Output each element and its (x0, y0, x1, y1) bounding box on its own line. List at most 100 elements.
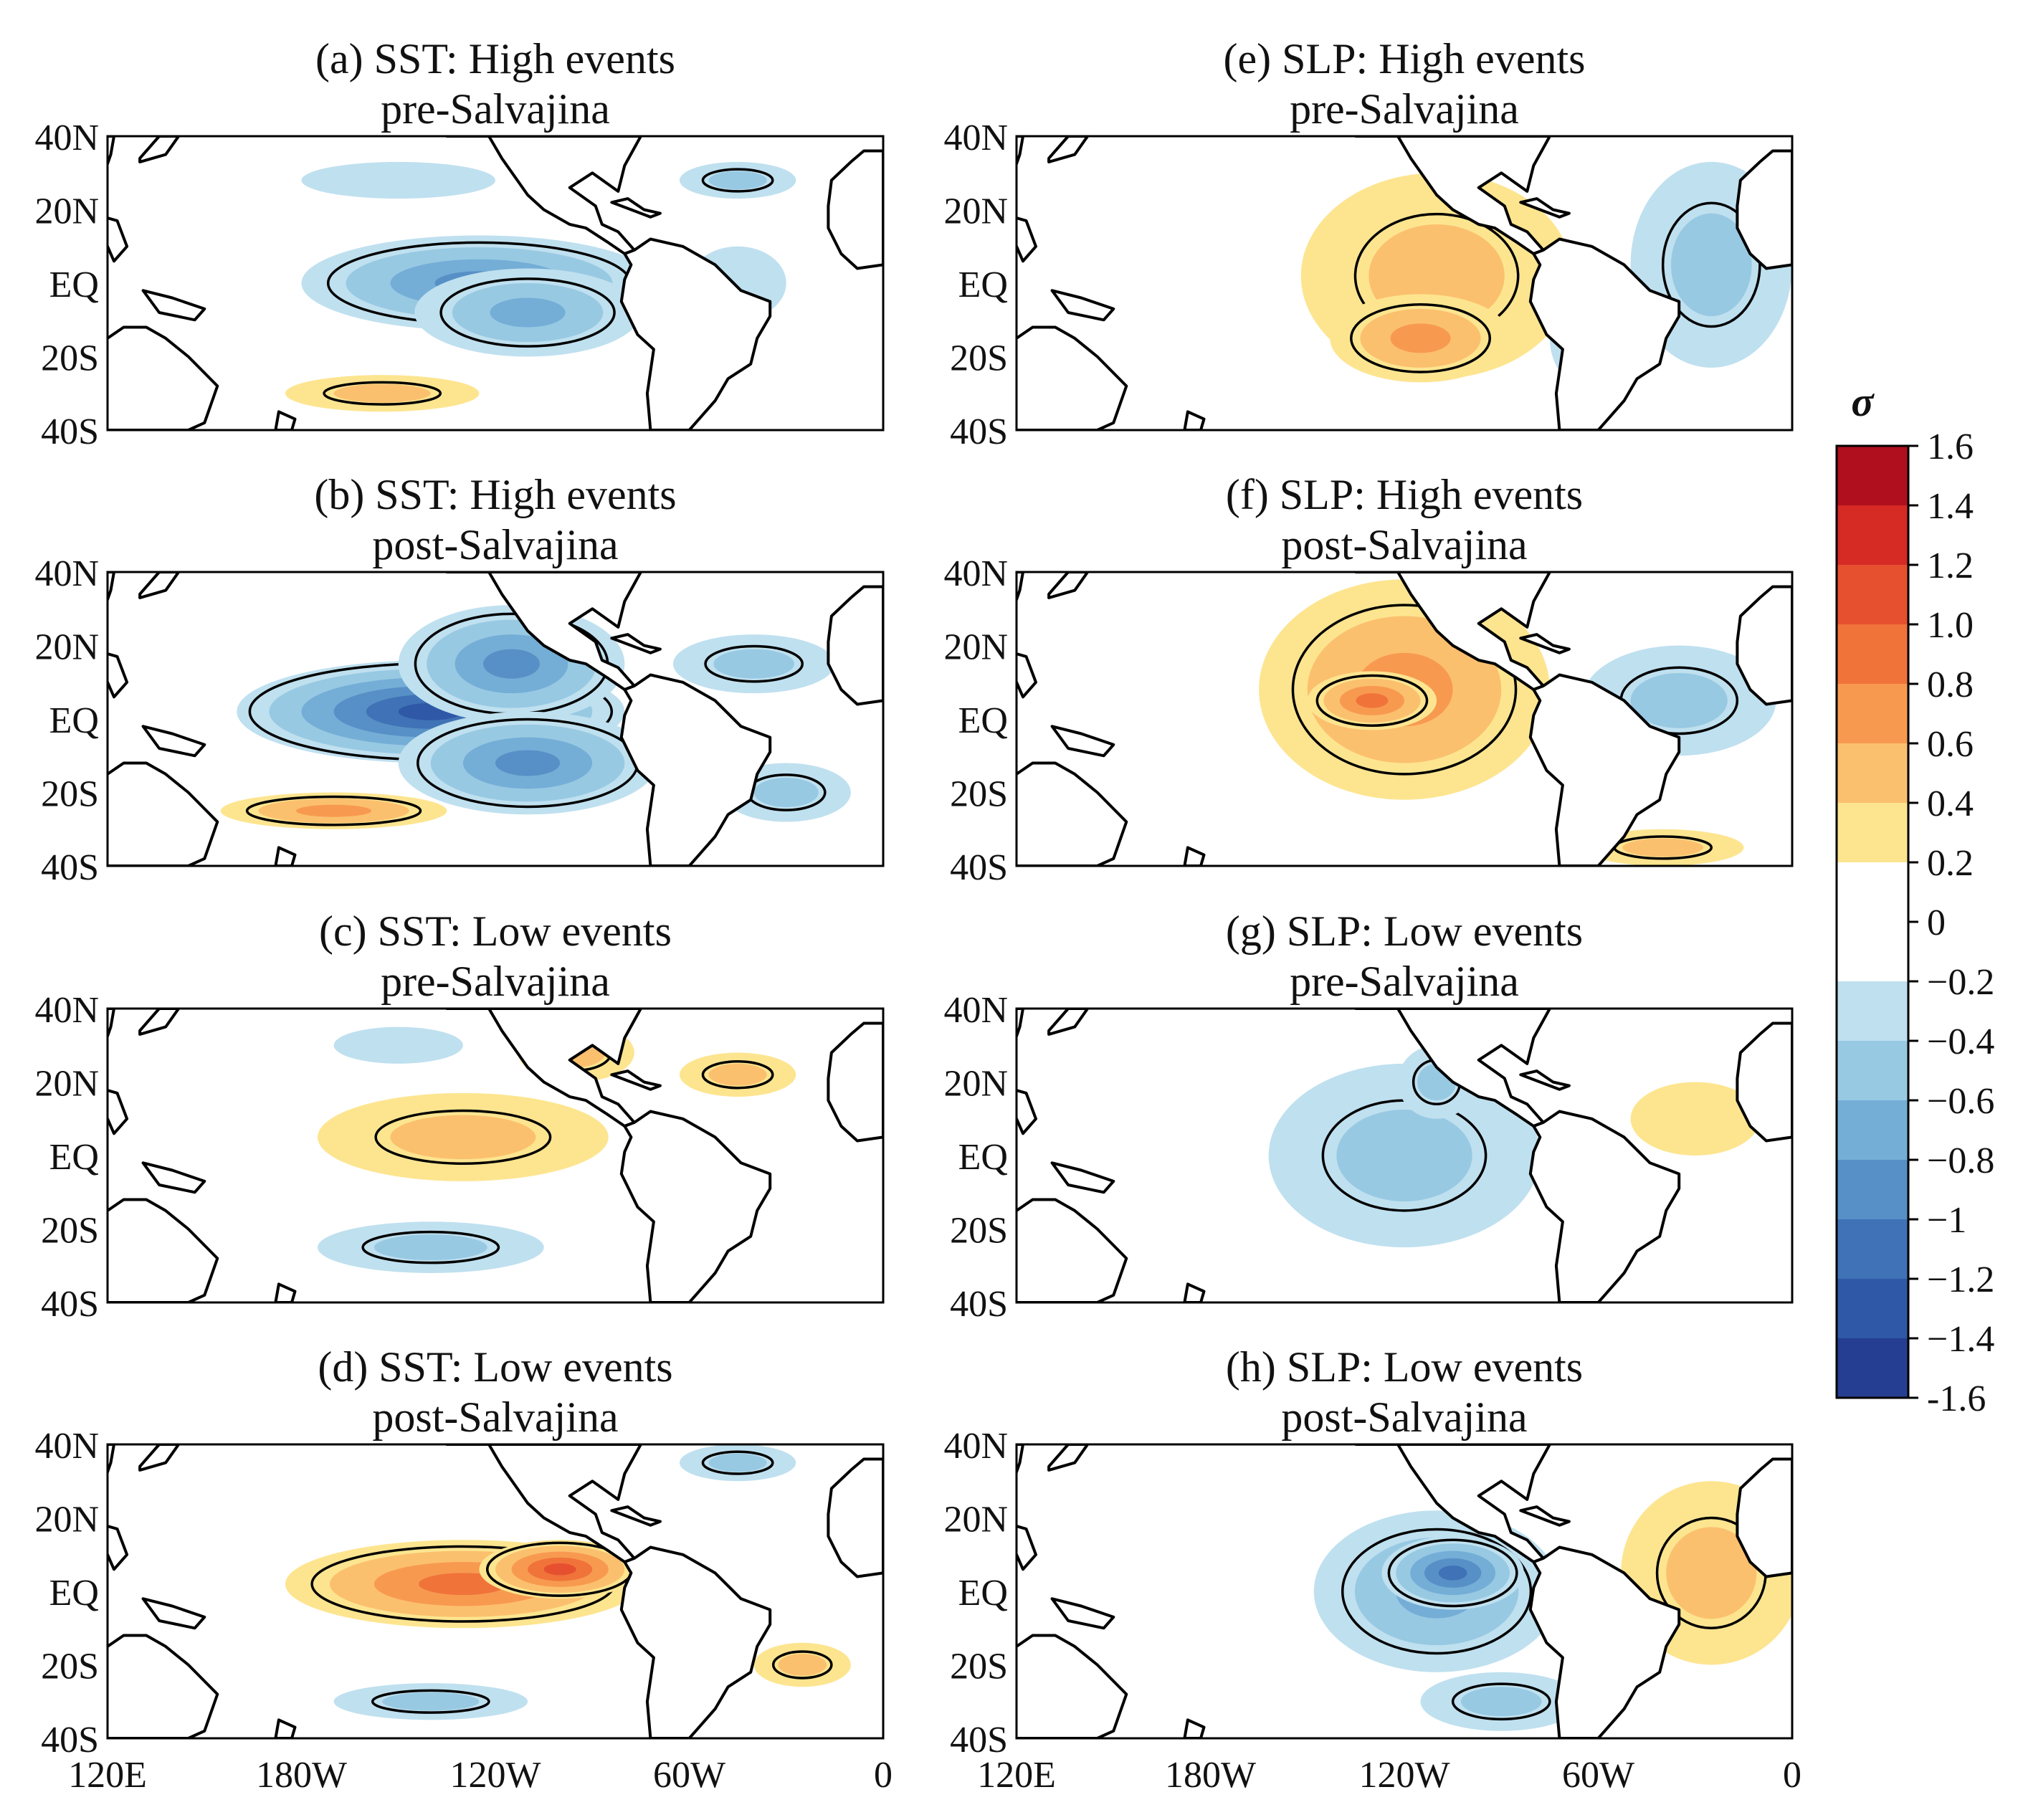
map-area (108, 1444, 883, 1738)
land-mass (1736, 1457, 1792, 1578)
panel-subtitle: post-Salvajina (372, 1393, 618, 1441)
panel-title: (d) SST: Low events (318, 1343, 672, 1391)
colorbar-tick-label: −0.6 (1927, 1081, 1994, 1122)
significance-contour (1291, 604, 1518, 776)
anomaly-contour (390, 1115, 536, 1160)
map-area (1017, 1444, 1792, 1738)
lon-tick-label: 0 (1783, 1755, 1801, 1796)
colorbar-swatch (1837, 743, 1908, 803)
panel-subtitle: post-Salvajina (1281, 521, 1527, 568)
colorbar-symbol: σ (1851, 378, 1875, 425)
anomaly-contour (753, 778, 819, 807)
colorbar-swatch (1837, 565, 1908, 624)
land-mass (138, 1444, 181, 1472)
land-mass (108, 761, 219, 866)
colorbar-swatch (1837, 981, 1908, 1041)
colorbar: σ 1.6 1.4 1.2 1.0 0.8 0.6 0.4 0.2 0 −0.2 −0.4 −0.6 −… (1835, 378, 1994, 1419)
land-mass (1519, 1069, 1571, 1091)
land-mass (1017, 216, 1037, 263)
lat-tick-label: 20N (943, 1500, 1008, 1540)
map-frame (106, 571, 885, 867)
map-frame (1015, 1007, 1794, 1304)
lat-tick-label: 40S (950, 847, 1008, 888)
map-area (1017, 136, 1792, 430)
land-mass (108, 1634, 219, 1738)
significance-contour (704, 644, 804, 683)
panel-title: (b) SST: High events (314, 471, 676, 518)
land-mass (141, 725, 206, 758)
land-mass (274, 1718, 297, 1738)
anomaly-contour (713, 649, 795, 679)
anomaly-contour (1670, 213, 1752, 317)
lat-tick-label: 20N (34, 1064, 99, 1105)
land-mass (108, 216, 129, 263)
land-mass (138, 572, 181, 599)
anomaly-contour (333, 1026, 463, 1064)
land-mass (1519, 633, 1571, 654)
land-mass (1017, 761, 1128, 866)
anomaly-contour (1336, 1109, 1472, 1202)
lat-tick-label: 40N (943, 990, 1008, 1031)
panel-subtitle: pre-Salvajina (381, 85, 610, 133)
significance-contour (323, 381, 442, 406)
map-frame (1015, 1443, 1794, 1740)
lat-tick-label: 40N (34, 553, 99, 594)
lat-tick-label: 40S (950, 411, 1008, 452)
panel-subtitle: pre-Salvajina (1290, 85, 1519, 133)
colorbar-swatch (1837, 1219, 1908, 1279)
lat-tick-label: 20S (41, 774, 99, 815)
anomaly-contour (1622, 838, 1704, 857)
lat-tick-label: 40N (34, 1426, 99, 1467)
land-mass (610, 1069, 662, 1091)
colorbar-swatch (1837, 446, 1908, 505)
land-mass (1050, 289, 1115, 322)
land-mass (610, 197, 662, 219)
colorbar-tick-label: 1.4 (1927, 486, 1974, 527)
lat-tick-label: 20S (950, 774, 1008, 815)
lat-tick-label: 40S (950, 1284, 1008, 1325)
land-mass (108, 572, 115, 604)
lat-tick-label: 20N (34, 191, 99, 232)
land-mass (827, 1457, 883, 1578)
lat-tick-label: EQ (958, 265, 1008, 305)
lat-tick-label: EQ (49, 265, 99, 305)
anomaly-contour (708, 1453, 767, 1472)
lat-tick-label: EQ (49, 1573, 99, 1614)
colorbar-tick-label: 1.0 (1927, 605, 1974, 646)
land-mass (1017, 136, 1024, 168)
land-mass (610, 633, 662, 654)
panel-title: (g) SLP: Low events (1226, 907, 1583, 955)
anomaly-contour (1630, 1082, 1760, 1156)
significance-contour (1315, 674, 1429, 727)
land-mass (1736, 585, 1792, 706)
map-frame (1015, 135, 1794, 432)
land-mass (108, 1009, 115, 1041)
lat-tick-label: 40S (41, 411, 99, 452)
anomaly-contour (1460, 1687, 1542, 1717)
lat-tick-label: 20N (943, 191, 1008, 232)
colorbar-swatch (1837, 1279, 1908, 1338)
lon-tick-label: 120W (449, 1755, 541, 1796)
land-mass (1017, 1444, 1024, 1477)
anomaly-contour (708, 1063, 767, 1086)
lat-tick-label: 20N (943, 627, 1008, 668)
lat-tick-label: 40N (943, 1426, 1008, 1467)
map-frame (106, 1443, 885, 1740)
significance-contour (1661, 201, 1761, 328)
significance-contour (701, 1450, 774, 1475)
land-mass (108, 136, 115, 168)
lat-tick-label: EQ (49, 700, 99, 741)
anomaly-contour (301, 161, 495, 199)
land-mass (1519, 197, 1571, 219)
anomaly-contour (1356, 693, 1389, 708)
lat-tick-label: 20S (950, 1647, 1008, 1687)
anomaly-contour (1438, 1566, 1467, 1581)
land-mass (1183, 846, 1206, 866)
significance-contour (701, 168, 774, 193)
land-mass (1017, 1634, 1128, 1738)
colorbar-tick-label: −0.8 (1927, 1140, 1994, 1181)
land-mass (1528, 237, 1681, 430)
anomaly-contour (490, 297, 566, 328)
